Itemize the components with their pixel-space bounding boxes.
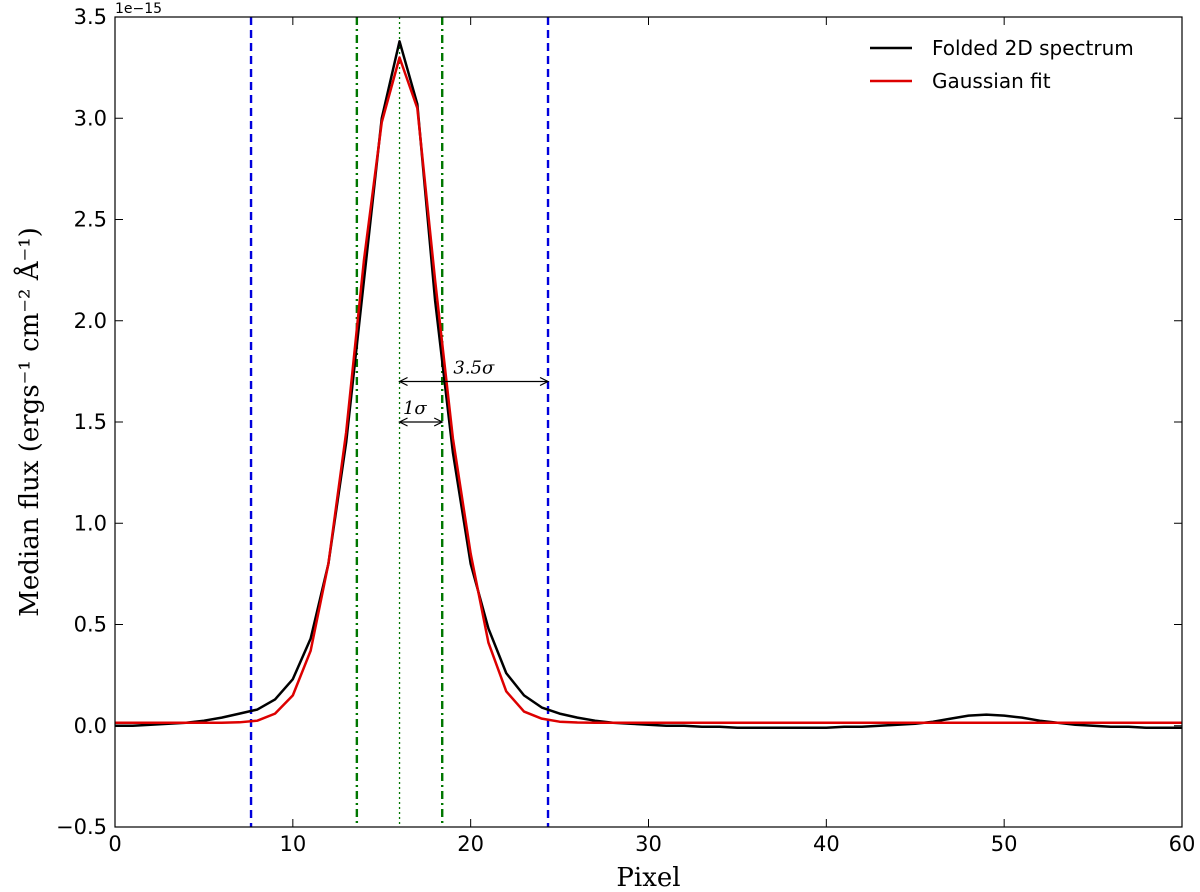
- x-tick-label: 30: [635, 832, 662, 856]
- annotations-layer: 3.5σ 1σ: [398, 358, 550, 427]
- y-tick-label: 1.5: [74, 410, 107, 434]
- y-tick-label: 2.5: [74, 208, 107, 232]
- ticks-layer: 0 10 20 30 40 50 60 −0.5 0.0 0.5 1.0 1.5 2.0 2.5 3.0 3.…: [56, 5, 1195, 856]
- x-tick-label: 50: [991, 832, 1018, 856]
- y-offset-label: 1e−15: [115, 1, 162, 17]
- y-tick-label: 0.0: [74, 714, 107, 738]
- y-axis-title: Median flux (ergs⁻¹ cm⁻² Å⁻¹): [13, 227, 45, 617]
- legend: Folded 2D spectrum Gaussian fit: [870, 36, 1134, 93]
- x-axis-title: Pixel: [616, 863, 680, 892]
- y-tick-label: 0.5: [74, 613, 107, 637]
- annotation-arrowhead-left: [398, 417, 408, 427]
- x-tick-label: 60: [1169, 832, 1196, 856]
- y-tick-label: 2.0: [74, 309, 107, 333]
- y-tick-label: 1.0: [74, 511, 107, 535]
- y-tick-label: 3.5: [74, 5, 107, 29]
- annotation-arrowhead-left: [398, 376, 408, 387]
- annotation-label: 3.5σ: [453, 358, 495, 379]
- annotation-arrowhead-right: [433, 417, 444, 427]
- x-tick-label: 20: [457, 832, 484, 856]
- series-line-folded-spectrum: [115, 40, 1182, 730]
- x-tick-label: 10: [279, 832, 306, 856]
- x-tick-label: 0: [108, 832, 121, 856]
- annotation-label: 1σ: [403, 398, 427, 419]
- legend-label: Gaussian fit: [932, 69, 1051, 93]
- annotation-arrowhead-right: [539, 376, 550, 387]
- y-tick-label: −0.5: [56, 815, 107, 839]
- y-tick-label: 3.0: [74, 106, 107, 130]
- x-tick-label: 40: [813, 832, 840, 856]
- legend-label: Folded 2D spectrum: [932, 36, 1134, 60]
- plot-frame: [114, 16, 1183, 828]
- series-layer: [115, 40, 1182, 730]
- series-line-gaussian-fit: [115, 56, 1182, 724]
